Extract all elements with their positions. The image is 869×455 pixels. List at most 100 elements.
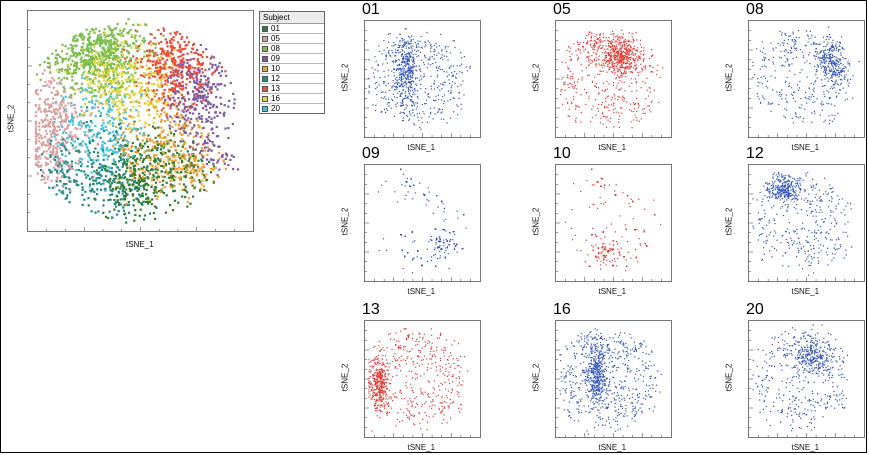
scatter-point (108, 70, 111, 73)
scatter-point (93, 45, 96, 48)
scatter-point (63, 58, 66, 61)
scatter-point (107, 25, 110, 28)
scatter-point (636, 49, 638, 51)
scatter-point (410, 43, 412, 45)
scatter-point (164, 211, 168, 214)
scatter-point (141, 160, 144, 163)
scatter-point (628, 44, 630, 46)
scatter-point (162, 67, 165, 70)
scatter-point (619, 60, 621, 62)
scatter-point (132, 106, 135, 109)
scatter-point (620, 87, 622, 89)
scatter-point (56, 154, 59, 158)
scatter-point (155, 66, 158, 69)
scatter-point (196, 143, 199, 146)
scatter-point (634, 65, 637, 67)
scatter-point (142, 200, 145, 203)
scatter-point (630, 50, 632, 52)
scatter-point (119, 118, 122, 122)
scatter-point (203, 75, 206, 78)
scatter-point (405, 95, 407, 97)
scatter-point (119, 158, 122, 162)
scatter-point (202, 95, 205, 98)
scatter-point (61, 153, 64, 156)
scatter-point (602, 102, 604, 104)
scatter-point (187, 197, 190, 200)
scatter-point (834, 55, 836, 57)
scatter-point (408, 47, 410, 50)
scatter-point (109, 131, 112, 134)
scatter-point (91, 189, 94, 192)
scatter-point (151, 148, 154, 151)
scatter-point (127, 141, 130, 144)
scatter-point (419, 51, 421, 53)
scatter-point (148, 138, 151, 141)
scatter-point (155, 191, 158, 194)
scatter-point (407, 75, 409, 78)
scatter-point (115, 71, 118, 74)
scatter-point (154, 54, 157, 57)
scatter-point (618, 43, 620, 45)
scatter-point (809, 98, 811, 100)
scatter-point (86, 62, 89, 65)
scatter-point (564, 89, 566, 91)
scatter-point (438, 108, 441, 110)
scatter-point (139, 185, 142, 188)
scatter-point (142, 132, 145, 135)
scatter-point (569, 51, 571, 53)
scatter-point (44, 156, 47, 159)
scatter-point (137, 188, 141, 191)
scatter-point (174, 167, 178, 170)
scatter-point (147, 58, 150, 61)
scatter-point (205, 118, 208, 121)
scatter-point (41, 144, 44, 147)
scatter-point (210, 85, 213, 88)
scatter-point (194, 148, 197, 151)
scatter-point (403, 97, 406, 100)
scatter-point (633, 108, 636, 110)
legend-swatch (262, 75, 268, 82)
scatter-point (622, 61, 624, 63)
scatter-point (432, 63, 434, 65)
scatter-point (193, 51, 196, 54)
scatter-point (195, 117, 198, 120)
scatter-point (102, 73, 105, 76)
scatter-point (123, 153, 126, 157)
scatter-point (612, 31, 614, 33)
scatter-point (623, 100, 625, 102)
scatter-point (180, 59, 183, 62)
scatter-point (162, 107, 165, 110)
scatter-point (43, 119, 46, 122)
scatter-point (66, 164, 69, 167)
scatter-point (147, 177, 150, 180)
scatter-point (61, 185, 64, 188)
scatter-point (410, 81, 412, 83)
scatter-point (146, 176, 149, 179)
scatter-point (88, 136, 91, 139)
scatter-point (76, 137, 80, 140)
scatter-point (177, 103, 180, 106)
scatter-point (87, 71, 90, 74)
scatter-point (139, 195, 142, 198)
scatter-point (439, 89, 441, 91)
scatter-point (617, 99, 619, 101)
scatter-point (204, 176, 207, 179)
scatter-point (400, 95, 402, 97)
scatter-point (137, 177, 140, 180)
scatter-point (606, 88, 608, 90)
scatter-point (190, 181, 193, 184)
scatter-point (34, 128, 37, 131)
scatter-point (165, 104, 168, 107)
scatter-point (613, 50, 616, 52)
scatter-point (100, 188, 103, 191)
scatter-point (619, 48, 621, 50)
scatter-point (133, 42, 136, 45)
scatter-point (133, 180, 136, 184)
scatter-point (620, 72, 623, 74)
scatter-point (608, 46, 610, 48)
scatter-point (202, 107, 205, 110)
scatter-point (105, 62, 108, 65)
scatter-point (172, 163, 175, 166)
scatter-point (145, 197, 148, 200)
scatter-point (172, 56, 175, 59)
